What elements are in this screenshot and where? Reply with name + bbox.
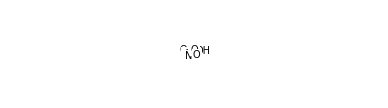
Text: OH: OH (195, 46, 210, 56)
Text: S: S (184, 49, 190, 59)
Polygon shape (191, 53, 193, 54)
Text: O: O (189, 44, 197, 54)
Text: O: O (178, 48, 185, 58)
Text: O: O (180, 45, 187, 55)
Text: S: S (182, 48, 189, 58)
Text: O: O (191, 45, 199, 55)
Text: NH: NH (185, 51, 200, 61)
Text: O: O (193, 50, 201, 60)
